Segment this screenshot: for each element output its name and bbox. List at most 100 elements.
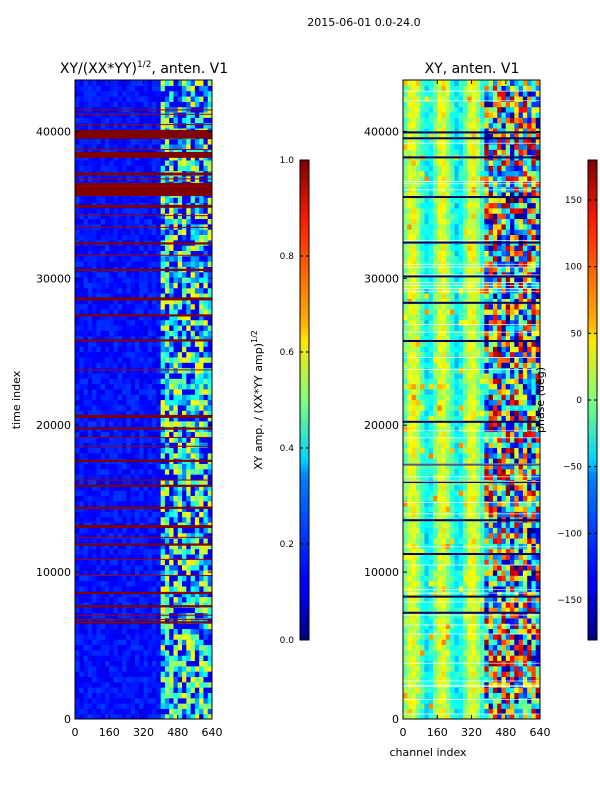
heatmap-cell <box>535 708 540 715</box>
heatmap-cell <box>522 649 528 656</box>
colorbar-amplitude: 0.00.20.40.60.81.0 XY amp. / (XX*YY amp)… <box>250 156 310 646</box>
heatmap-cell <box>173 543 179 550</box>
heatmap-cell <box>75 207 80 214</box>
heatmap-cell <box>454 676 460 683</box>
heatmap-cell <box>143 319 149 326</box>
heatmap-cell <box>122 90 127 97</box>
heatmap-cell <box>152 617 157 624</box>
heatmap-cell <box>169 628 175 635</box>
flagged-row <box>75 242 212 245</box>
heatmap-cell <box>527 703 533 709</box>
heatmap-cell <box>194 261 200 267</box>
heatmap-cell <box>134 399 140 406</box>
heatmap-cell <box>156 356 162 363</box>
heatmap-cell <box>458 697 464 704</box>
heatmap-cell <box>199 335 205 342</box>
heatmap-cell <box>186 511 192 518</box>
heatmap-cell <box>471 607 477 614</box>
heatmap-cell <box>190 346 196 353</box>
heatmap-cell <box>164 229 170 236</box>
heatmap-cell <box>203 399 209 406</box>
heatmap-cell <box>194 708 200 715</box>
heatmap-cell <box>117 410 123 417</box>
heatmap-cell <box>83 521 89 528</box>
heatmap-cell <box>480 644 485 651</box>
heatmap-cell <box>156 628 162 635</box>
heatmap-cell <box>177 591 183 598</box>
heatmap-cell <box>152 511 157 518</box>
heatmap-cell <box>458 564 464 571</box>
heatmap-cell <box>96 293 102 299</box>
heatmap-cell <box>186 495 192 502</box>
heatmap-cell <box>117 553 123 560</box>
heatmap-cell <box>100 591 106 598</box>
heatmap-cell <box>169 596 175 603</box>
heatmap-cell <box>147 245 153 251</box>
heatmap-cell <box>407 548 413 555</box>
heatmap-cell <box>83 628 89 635</box>
heatmap-cell <box>441 633 447 640</box>
heatmap-cell <box>109 308 115 315</box>
heatmap-cell <box>96 85 102 92</box>
heatmap-cell <box>207 122 212 129</box>
heatmap-cell <box>130 346 136 353</box>
heatmap-cell <box>203 85 209 92</box>
heatmap-cell <box>428 553 434 560</box>
heatmap-cell <box>527 617 533 624</box>
heatmap-cell <box>194 95 200 102</box>
heatmap-cell <box>75 117 80 124</box>
heatmap-cell <box>83 569 89 576</box>
heatmap-cell <box>199 117 205 124</box>
heatmap-cell <box>194 628 200 635</box>
heatmap-cell <box>130 111 136 118</box>
heatmap-cell <box>156 229 162 236</box>
heatmap-cell <box>126 138 132 145</box>
heatmap-cell <box>156 218 162 225</box>
heatmap-cell <box>424 708 430 715</box>
heatmap-cell <box>96 287 102 294</box>
heatmap-cell <box>467 649 473 656</box>
heatmap-cell <box>522 601 528 608</box>
heatmap-cell <box>87 335 93 342</box>
heatmap-cell <box>182 564 187 571</box>
heatmap-cell <box>139 617 145 624</box>
heatmap-cell <box>147 447 153 454</box>
heatmap-cell <box>143 511 149 518</box>
heatmap-cell <box>117 319 123 326</box>
heatmap-cell <box>152 90 157 97</box>
heatmap-cell <box>190 708 196 715</box>
heatmap-cell <box>75 452 80 459</box>
heatmap-cell <box>164 346 170 353</box>
heatmap-cell <box>173 655 179 662</box>
heatmap-cell <box>514 591 520 598</box>
heatmap-cell <box>100 282 106 289</box>
heatmap-cell <box>424 543 430 550</box>
heatmap-cell <box>87 484 93 491</box>
heatmap-cell <box>160 644 166 651</box>
heatmap-cell <box>194 308 200 315</box>
heatmap-cell <box>164 713 170 719</box>
heatmap-cell <box>96 596 102 603</box>
heatmap-cell <box>160 340 166 347</box>
heatmap-cell <box>199 356 205 363</box>
heatmap-cell <box>92 463 98 470</box>
heatmap-cell <box>113 378 119 385</box>
heatmap-cell <box>203 671 209 677</box>
heatmap-cell <box>190 388 196 395</box>
heatmap-cell <box>96 543 102 550</box>
heatmap-cell <box>79 372 85 379</box>
heatmap-cell <box>450 708 455 715</box>
heatmap-cell <box>518 692 524 699</box>
heatmap-cell <box>203 143 209 150</box>
heatmap-cell <box>152 229 157 236</box>
heatmap-cell <box>100 388 106 395</box>
heatmap-cell <box>194 314 200 321</box>
heatmap-cell <box>96 490 102 496</box>
heatmap-cell <box>126 372 132 379</box>
heatmap-cell <box>152 559 157 566</box>
heatmap-cell <box>92 442 98 449</box>
heatmap-cell <box>147 346 153 353</box>
heatmap-cell <box>87 495 93 502</box>
heatmap-cell <box>173 383 179 390</box>
heatmap-cell <box>143 410 149 417</box>
